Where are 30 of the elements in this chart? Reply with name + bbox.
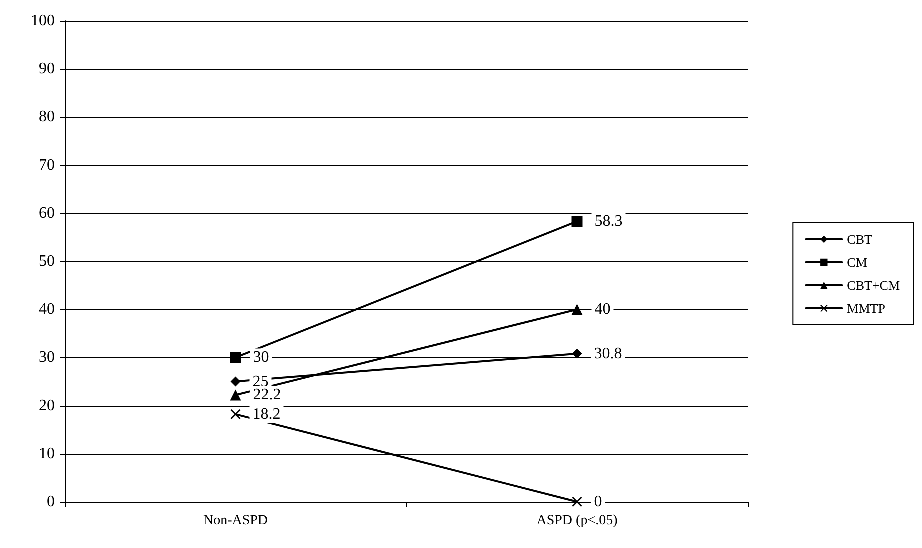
legend-label: CBT+CM — [847, 278, 900, 293]
y-tick-label: 100 — [31, 12, 55, 30]
point — [572, 348, 582, 359]
y-tick-label: 60 — [39, 204, 55, 222]
y-tick-label: 20 — [39, 397, 55, 414]
data-label: 40 — [594, 301, 611, 318]
legend-label: CBT — [847, 232, 872, 247]
point — [572, 497, 582, 507]
legend-label: CM — [847, 255, 868, 270]
point — [230, 352, 242, 364]
y-tick-label: 80 — [39, 108, 55, 126]
y-tick-label: 90 — [39, 60, 55, 78]
data-label: 30 — [253, 349, 270, 366]
point — [230, 409, 241, 420]
y-tick-label: 30 — [39, 349, 55, 366]
legend-label: MMTP — [847, 301, 886, 316]
point — [572, 216, 583, 228]
y-tick-label: 40 — [39, 301, 55, 318]
x-tick-label: ASPD (p<.05) — [536, 514, 618, 528]
y-tick-label: 0 — [47, 494, 55, 510]
data-label: 18.2 — [252, 406, 281, 423]
y-tick-label: 70 — [39, 156, 55, 174]
data-label: 22.2 — [253, 386, 282, 404]
data-label: 30.8 — [594, 345, 622, 362]
y-tick-label: 10 — [39, 445, 55, 462]
data-label: 0 — [594, 494, 602, 510]
data-label: 58.3 — [594, 213, 623, 230]
x-tick-label: Non-ASPD — [203, 514, 268, 528]
y-tick-label: 50 — [39, 253, 55, 270]
point — [230, 376, 241, 387]
